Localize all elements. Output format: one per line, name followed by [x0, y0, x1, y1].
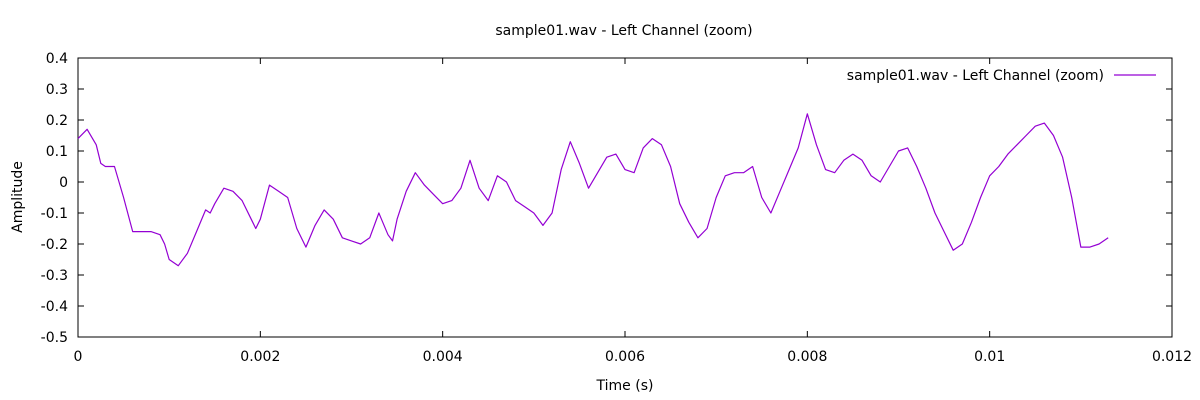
series-line-0	[77, 113, 1109, 267]
y-tick-label-3: 0.1	[46, 144, 68, 160]
x-tick-label-2: 0.004	[423, 349, 463, 365]
y-tick-label-1: 0.3	[46, 82, 68, 98]
chart-title: sample01.wav - Left Channel (zoom)	[495, 23, 752, 39]
legend: sample01.wav - Left Channel (zoom)	[847, 68, 1156, 84]
x-tick-label-3: 0.006	[605, 349, 645, 365]
x-tick-label-5: 0.01	[974, 349, 1005, 365]
y-tick-label-0: 0.4	[46, 51, 68, 67]
plot-frame	[77, 57, 1173, 338]
y-tick-label-2: 0.2	[46, 113, 68, 129]
y-tick-label-8: -0.4	[41, 299, 68, 315]
y-tick-label-4: 0	[59, 175, 68, 191]
y-tick-label-5: -0.1	[41, 206, 68, 222]
x-axis-label: Time (s)	[596, 378, 654, 394]
x-tick-label-6: 0.012	[1152, 349, 1192, 365]
x-tick-label-4: 0.008	[787, 349, 827, 365]
x-tick-label-0: 0	[74, 349, 83, 365]
x-tick-label-1: 0.002	[240, 349, 280, 365]
legend-label: sample01.wav - Left Channel (zoom)	[847, 68, 1104, 84]
y-tick-label-9: -0.5	[41, 330, 68, 346]
series-group	[77, 113, 1109, 267]
y-axis: 0.4 0.3 0.2 0.1 0 -0.1 -0.2 -0.3 -0.4 -0.5	[41, 51, 1172, 346]
y-tick-label-6: -0.2	[41, 237, 68, 253]
y-tick-label-7: -0.3	[41, 268, 68, 284]
x-axis: 0 0.002 0.004 0.006 0.008 0.01 0.012	[74, 58, 1192, 365]
y-axis-label: Amplitude	[10, 161, 26, 233]
